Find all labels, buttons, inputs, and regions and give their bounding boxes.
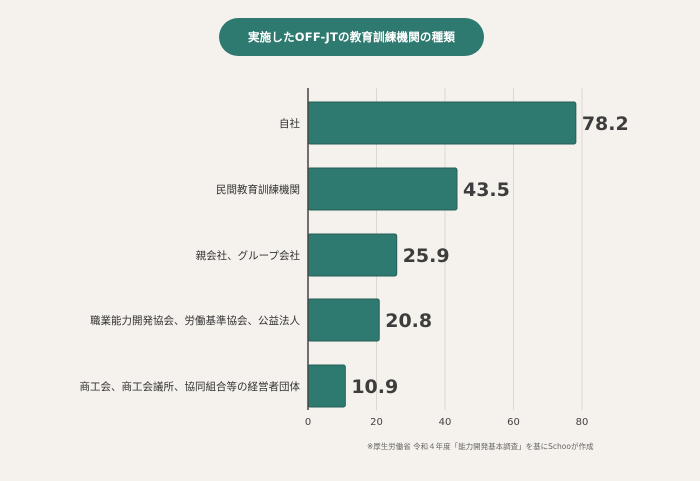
bar xyxy=(307,167,458,211)
x-tick-label: 60 xyxy=(507,417,520,428)
value-labels: 78.2 43.5 25.9 20.8 10.9 xyxy=(351,113,628,398)
value-label: 20.8 xyxy=(385,310,432,332)
category-label: 民間教育訓練機関 xyxy=(216,183,300,196)
bar xyxy=(307,233,398,277)
chart-title: 実施したOFF-JTの教育訓練機関の種類 xyxy=(219,18,484,56)
x-tick-label: 20 xyxy=(370,417,383,428)
x-tick-label: 80 xyxy=(576,417,589,428)
category-label: 自社 xyxy=(279,117,300,130)
bar xyxy=(307,101,577,145)
x-tick-label: 40 xyxy=(439,417,452,428)
value-label: 43.5 xyxy=(463,179,510,201)
category-label: 親会社、グループ会社 xyxy=(196,249,301,262)
bar xyxy=(307,298,380,342)
category-labels: 自社民間教育訓練機関親会社、グループ会社職業能力開発協会、労働基準協会、公益法人… xyxy=(80,117,301,393)
value-label: 78.2 xyxy=(582,113,629,135)
category-label: 商工会、商工会議所、協同組合等の経営者団体 xyxy=(80,380,301,393)
x-tick-labels: 0 20 40 60 80 xyxy=(305,417,589,428)
category-label: 職業能力開発協会、労働基準協会、公益法人 xyxy=(90,314,300,327)
bar xyxy=(307,364,346,408)
value-label: 10.9 xyxy=(351,376,398,398)
source-footnote: ※厚生労働省 令和４年度「能力開発基本調査」を基にSchooが作成 xyxy=(367,442,594,451)
bars xyxy=(307,101,577,408)
x-tick-label: 0 xyxy=(305,417,311,428)
value-label: 25.9 xyxy=(403,245,450,267)
